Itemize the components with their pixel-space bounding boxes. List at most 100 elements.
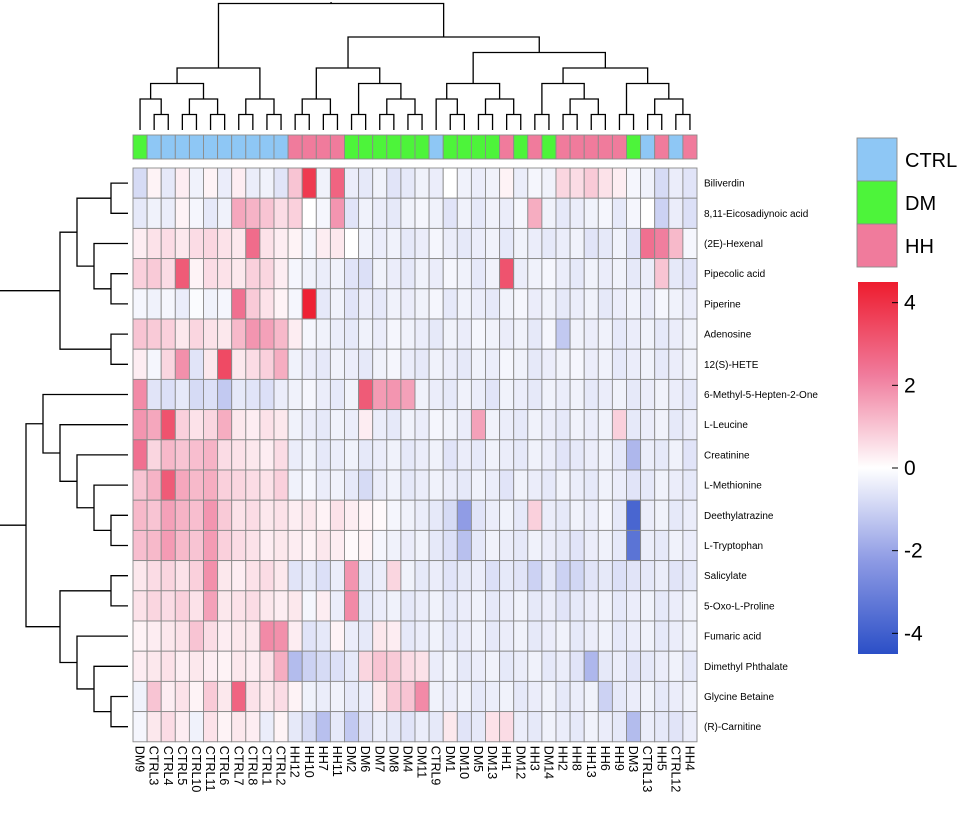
heatmap-cell: [654, 318, 670, 350]
heatmap-cell: [273, 288, 289, 320]
group-cell: [203, 134, 219, 160]
heatmap-cell: [329, 499, 345, 531]
heatmap-cell: [499, 711, 515, 743]
heatmap-cell: [400, 258, 416, 290]
heatmap-cell: [597, 409, 613, 441]
heatmap-cell: [583, 167, 599, 199]
heatmap-cell: [456, 318, 472, 350]
heatmap-cell: [668, 439, 684, 471]
heatmap-cell: [428, 469, 444, 501]
heatmap-cell: [583, 348, 599, 380]
column-label: DM1: [443, 746, 457, 772]
heatmap-cell: [132, 529, 148, 562]
column-label: DM3: [626, 746, 640, 772]
heatmap-cell: [640, 288, 656, 320]
heatmap-cell: [174, 258, 190, 290]
heatmap-cell: [513, 348, 529, 380]
heatmap-cell: [259, 288, 275, 320]
heatmap-cell: [668, 680, 684, 713]
column-label: CTRL2: [274, 746, 288, 786]
heatmap-cell: [640, 680, 656, 713]
heatmap-cell: [174, 409, 190, 441]
heatmap-cell: [682, 620, 698, 652]
heatmap-cell: [414, 469, 430, 501]
heatmap-cell: [203, 258, 219, 290]
heatmap-cell: [203, 499, 219, 531]
heatmap-cell: [231, 499, 247, 531]
heatmap-cell: [442, 227, 458, 260]
heatmap-cell: [132, 680, 148, 713]
heatmap-cell: [428, 650, 444, 682]
heatmap-cell: [597, 197, 613, 229]
heatmap-cell: [513, 227, 529, 260]
heatmap-cell: [485, 167, 501, 199]
heatmap-cell: [386, 529, 402, 562]
heatmap-cell: [414, 680, 430, 713]
heatmap-cell: [315, 258, 331, 290]
heatmap-cell: [132, 469, 148, 501]
heatmap-cell: [372, 288, 388, 320]
heatmap-cell: [301, 620, 317, 652]
heatmap-cell: [245, 439, 261, 471]
column-label: DM14: [541, 746, 555, 779]
heatmap-cell: [400, 197, 416, 229]
heatmap-cell: [132, 650, 148, 682]
heatmap-cell: [344, 439, 360, 471]
heatmap-cell: [273, 197, 289, 229]
heatmap-cell: [372, 439, 388, 471]
heatmap-cell: [555, 469, 571, 501]
heatmap-cell: [273, 499, 289, 531]
heatmap-cell: [315, 590, 331, 622]
heatmap-cell: [301, 197, 317, 229]
heatmap-cell: [513, 650, 529, 682]
heatmap-cell: [555, 650, 571, 682]
heatmap-cell: [414, 288, 430, 320]
heatmap-cell: [160, 197, 176, 229]
heatmap-cell: [654, 197, 670, 229]
heatmap-cell: [626, 409, 642, 441]
heatmap-cell: [456, 620, 472, 652]
heatmap-cell: [245, 409, 261, 441]
heatmap-cell: [386, 620, 402, 652]
heatmap-cell: [329, 378, 345, 411]
heatmap-cell: [499, 620, 515, 652]
heatmap-cell: [583, 560, 599, 592]
heatmap-cell: [160, 288, 176, 320]
heatmap-cell: [203, 318, 219, 350]
column-labels: DM9 CTRL3 CTRL4 CTRL5 CTRL10 CTRL11 CTRL6 CTRL7…: [133, 746, 697, 793]
heatmap-cell: [160, 227, 176, 260]
heatmap-cell: [626, 560, 642, 592]
heatmap-cell: [414, 197, 430, 229]
heatmap-cell: [231, 680, 247, 713]
heatmap-cell: [470, 318, 486, 350]
column-label: HH2: [556, 746, 570, 771]
heatmap-cell: [682, 529, 698, 562]
heatmap-cell: [527, 499, 543, 531]
heatmap-cell: [203, 560, 219, 592]
heatmap-cell: [315, 409, 331, 441]
heatmap-cell: [315, 650, 331, 682]
heatmap-cell: [160, 378, 176, 411]
heatmap-cell: [583, 227, 599, 260]
heatmap-cell: [414, 620, 430, 652]
heatmap-cell: [174, 227, 190, 260]
heatmap-cell: [626, 288, 642, 320]
heatmap-cell: [203, 650, 219, 682]
color-scale-tick-label: -2: [904, 540, 923, 563]
heatmap-cell: [132, 620, 148, 652]
heatmap-cell: [217, 318, 233, 350]
column-label: HH3: [527, 746, 541, 771]
row-label: 12(S)-HETE: [704, 360, 759, 371]
heatmap-cell: [245, 711, 261, 743]
heatmap-cell: [428, 620, 444, 652]
heatmap-cell: [132, 227, 148, 260]
heatmap-cell: [428, 711, 444, 743]
heatmap-cell: [188, 711, 204, 743]
column-dendrogram: [139, 2, 691, 130]
heatmap-cell: [499, 258, 515, 290]
heatmap-cell: [485, 499, 501, 531]
heatmap-cell: [583, 197, 599, 229]
color-scale-tick-label: -4: [904, 622, 923, 645]
heatmap-cell: [160, 469, 176, 501]
heatmap-cell: [583, 439, 599, 471]
